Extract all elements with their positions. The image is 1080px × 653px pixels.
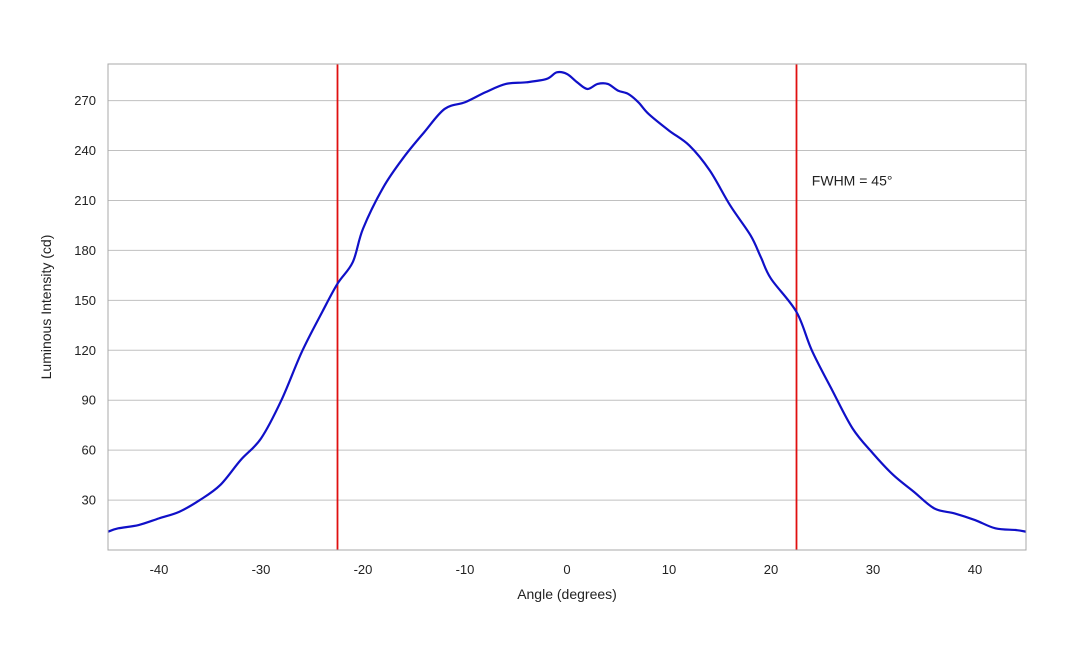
grid-layer: [108, 100, 1026, 501]
fwhm-markers: [336, 64, 798, 550]
x-axis-title: Angle (degrees): [517, 586, 617, 602]
intensity-curve: [108, 70, 1026, 533]
y-tick-label: 210: [74, 193, 96, 208]
x-tick-label: 20: [764, 562, 778, 577]
y-tick-label: 30: [82, 493, 96, 508]
x-tick-label: -40: [150, 562, 169, 577]
y-tick-label: 150: [74, 293, 96, 308]
x-tick-label: 40: [968, 562, 982, 577]
y-tick-label: 180: [74, 243, 96, 258]
x-tick-label: -20: [354, 562, 373, 577]
y-tick-label: 60: [82, 443, 96, 458]
y-tick-label: 270: [74, 93, 96, 108]
series-layer: [108, 70, 1026, 533]
x-tick-label: -30: [252, 562, 271, 577]
y-tick-label: 120: [74, 343, 96, 358]
plot-frame: [107, 63, 1027, 551]
x-tick-label: -10: [456, 562, 475, 577]
x-tick-label: 0: [563, 562, 570, 577]
y-tick-label: 90: [82, 393, 96, 408]
x-tick-label: 30: [866, 562, 880, 577]
x-tick-labels: -40 -30 -20 -10 0 10 20 30 40: [150, 562, 983, 577]
y-tick-labels: 30 60 90 120 150 180 210 240 270: [74, 93, 96, 507]
fwhm-annotation: FWHM = 45°: [812, 173, 893, 189]
y-axis-title: Luminous Intensity (cd): [38, 235, 54, 380]
x-tick-label: 10: [662, 562, 676, 577]
y-tick-label: 240: [74, 143, 96, 158]
